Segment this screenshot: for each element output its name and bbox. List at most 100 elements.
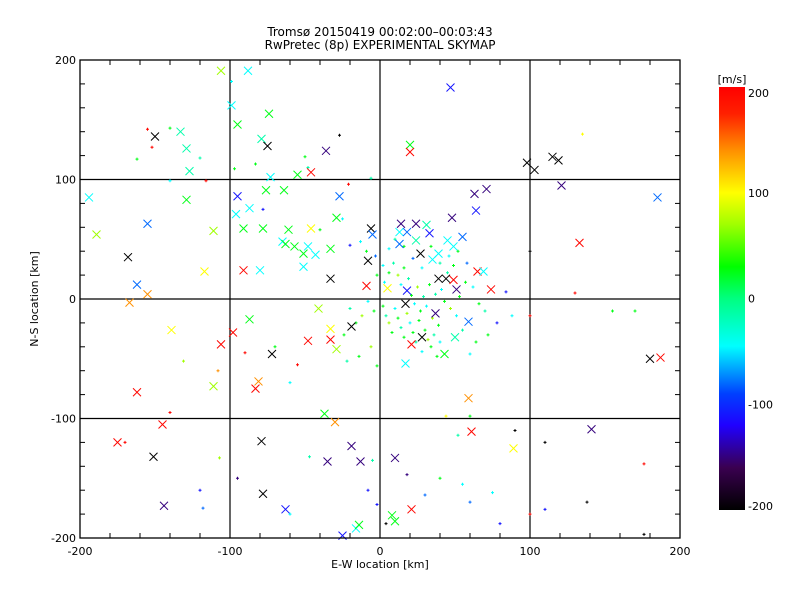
- data-point-dot: [369, 345, 373, 349]
- data-point-cross: [254, 377, 263, 386]
- data-point-cross: [452, 285, 461, 294]
- data-point-cross: [284, 225, 293, 235]
- chart-title: Tromsø 20150419 00:02:00–00:03:43: [266, 25, 492, 39]
- data-point-dot: [465, 261, 469, 265]
- data-point-dot: [420, 266, 424, 270]
- data-point-dot: [408, 321, 412, 325]
- data-point-dot: [423, 328, 427, 332]
- x-tick-label: -200: [68, 545, 93, 558]
- data-point-cross: [405, 147, 415, 157]
- data-point-dot: [446, 271, 449, 275]
- y-tick-label: 0: [69, 293, 76, 306]
- data-point-cross: [149, 452, 158, 462]
- data-points: [84, 66, 665, 540]
- data-point-cross: [554, 156, 563, 165]
- data-point-cross: [200, 267, 209, 276]
- data-point-dot: [573, 291, 577, 295]
- data-point-cross: [258, 224, 268, 233]
- data-point-cross: [299, 262, 308, 272]
- data-point-cross: [132, 387, 142, 397]
- data-point-dot: [438, 261, 442, 265]
- data-point-cross: [446, 83, 455, 92]
- data-point-cross: [176, 127, 185, 137]
- y-tick-label: 200: [55, 54, 76, 67]
- data-point-cross: [347, 441, 356, 451]
- data-point-dot: [402, 266, 406, 270]
- data-point-dot: [495, 321, 499, 325]
- data-point-cross: [132, 280, 142, 290]
- data-point-dot: [411, 256, 415, 260]
- data-point-cross: [362, 281, 371, 291]
- data-point-cross: [482, 184, 491, 194]
- data-point-dot: [456, 249, 460, 253]
- data-point-dot: [150, 145, 154, 149]
- data-point-cross: [354, 520, 364, 530]
- data-point-dot: [338, 133, 341, 137]
- data-point-cross: [557, 181, 566, 190]
- data-point-cross: [434, 274, 443, 284]
- data-point-dot: [369, 176, 373, 180]
- data-point-dot: [236, 476, 239, 480]
- data-point-cross: [245, 314, 254, 324]
- data-point-dot: [204, 179, 208, 183]
- data-point-cross: [216, 340, 226, 349]
- data-point-dot: [581, 132, 584, 136]
- x-axis-label: E-W location [km]: [331, 558, 429, 571]
- data-point-dot: [383, 280, 386, 284]
- data-point-dot: [399, 326, 403, 330]
- data-point-cross: [431, 308, 440, 318]
- data-point-dot: [168, 179, 172, 183]
- data-point-dot: [273, 345, 277, 349]
- y-tick-label: 100: [55, 174, 76, 187]
- data-point-cross: [326, 324, 335, 334]
- data-point-dot: [642, 462, 646, 466]
- data-point-dot: [491, 491, 494, 495]
- data-point-cross: [209, 381, 218, 391]
- data-point-dot: [642, 532, 646, 536]
- data-point-cross: [84, 193, 94, 202]
- data-point-cross: [92, 230, 101, 239]
- data-point-dot: [303, 155, 307, 159]
- data-point-cross: [383, 283, 392, 293]
- data-point-cross: [458, 232, 467, 242]
- data-point-dot: [468, 414, 472, 418]
- data-point-cross: [332, 213, 341, 223]
- data-point-cross: [321, 146, 331, 156]
- data-point-cross: [261, 185, 271, 195]
- data-point-dot: [393, 307, 397, 311]
- data-point-dot: [447, 254, 451, 258]
- data-point-dot: [443, 299, 446, 303]
- y-axis-label: N-S location [km]: [28, 251, 41, 347]
- data-point-cross: [402, 227, 412, 237]
- data-point-dot: [422, 295, 425, 299]
- data-point-cross: [447, 213, 457, 223]
- data-point-dot: [359, 240, 362, 244]
- data-point-cross: [522, 158, 532, 168]
- data-point-dot: [366, 488, 370, 492]
- data-point-cross: [405, 140, 415, 150]
- data-point-cross: [387, 510, 397, 520]
- data-point-cross: [587, 424, 596, 434]
- data-point-cross: [479, 267, 488, 276]
- data-point-dot: [374, 254, 377, 258]
- data-point-dot: [423, 493, 427, 497]
- x-tick-label: 100: [520, 545, 541, 558]
- data-point-dot: [233, 167, 236, 171]
- data-point-cross: [267, 349, 277, 359]
- chart-subtitle: RwPretec (8p) EXPERIMENTAL SKYMAP: [265, 38, 496, 52]
- data-point-cross: [356, 457, 365, 466]
- data-point-dot: [396, 316, 400, 320]
- data-point-dot: [437, 323, 440, 327]
- data-point-dot: [371, 458, 374, 462]
- colorbar-tick-label: 0: [748, 293, 755, 306]
- data-point-cross: [233, 191, 242, 201]
- colorbar: [719, 87, 745, 510]
- data-point-dot: [425, 304, 428, 308]
- data-point-dot: [486, 333, 490, 337]
- data-point-dot: [218, 456, 221, 460]
- data-point-cross: [257, 436, 266, 446]
- data-point-dot: [455, 314, 458, 318]
- data-point-dot: [416, 285, 419, 289]
- data-point-dot: [365, 249, 368, 253]
